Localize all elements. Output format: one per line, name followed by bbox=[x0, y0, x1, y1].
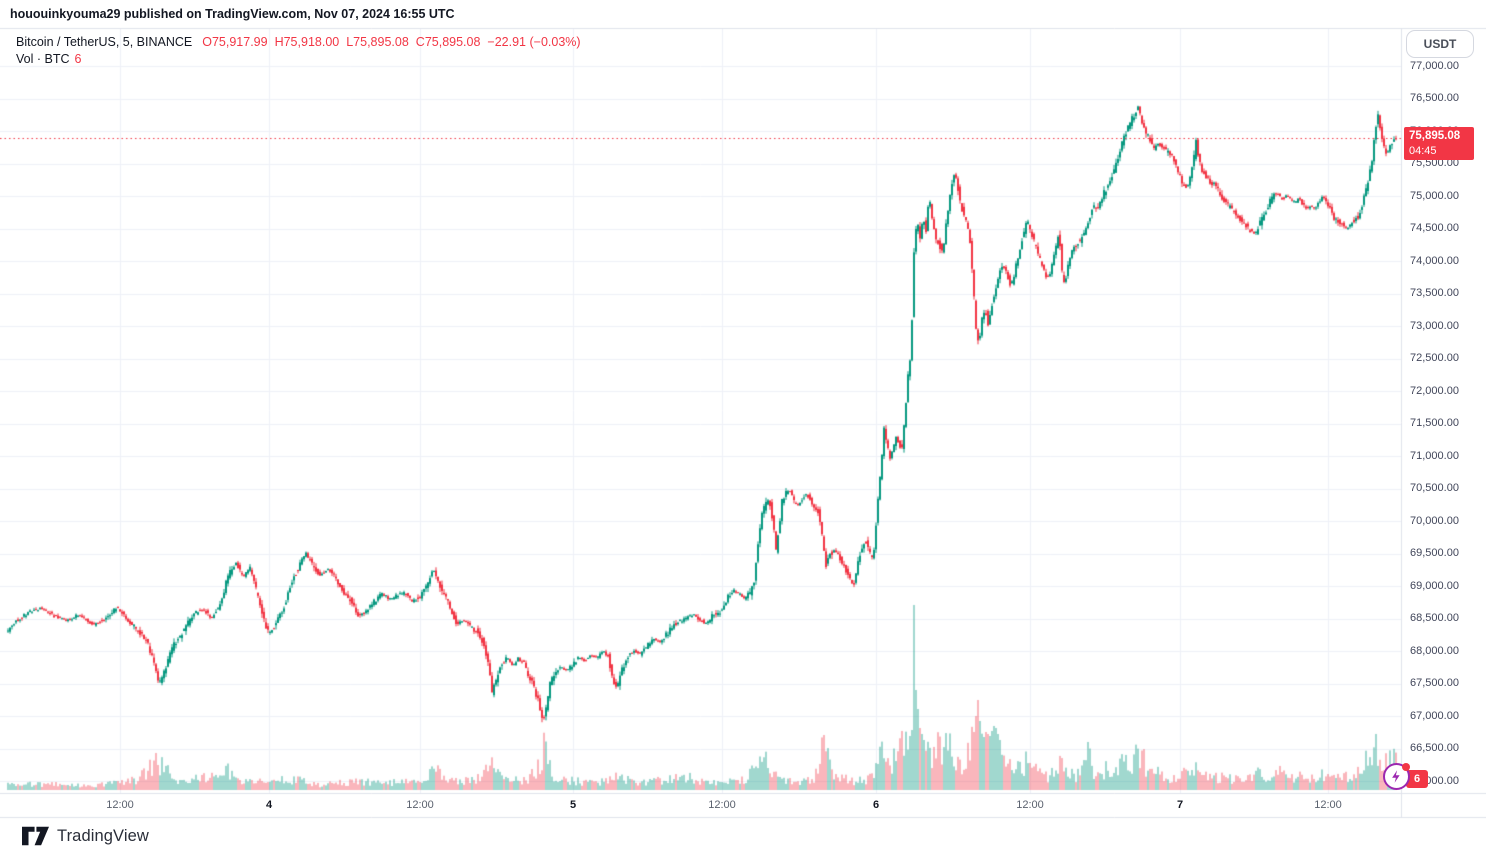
bar-countdown: 04:45 bbox=[1409, 145, 1437, 157]
price-tick-label: 71,000.00 bbox=[1410, 449, 1459, 462]
legend-low: L75,895.08 bbox=[346, 35, 409, 49]
price-tick-label: 67,000.00 bbox=[1410, 709, 1459, 722]
time-tick-day: 6 bbox=[872, 799, 880, 811]
last-price-value: 75,895.08 bbox=[1409, 130, 1461, 142]
flash-boost-button[interactable] bbox=[1383, 763, 1410, 790]
price-tick-label: 67,500.00 bbox=[1410, 677, 1459, 689]
time-tick-day: 4 bbox=[265, 799, 273, 811]
price-tick-label: 66,500.00 bbox=[1410, 742, 1459, 754]
price-tick-label: 73,500.00 bbox=[1410, 287, 1459, 299]
time-tick-day: 7 bbox=[1176, 799, 1184, 811]
currency-toggle-button[interactable]: USDT bbox=[1406, 30, 1474, 58]
price-tick-label: 77,000.00 bbox=[1410, 59, 1459, 72]
legend-close: C75,895.08 bbox=[415, 35, 481, 49]
price-tick-label: 74,000.00 bbox=[1410, 254, 1459, 267]
price-tick-label: 70,000.00 bbox=[1410, 514, 1459, 527]
time-tick-hour: 12:00 bbox=[406, 799, 434, 811]
legend-open: O75,917.99 bbox=[202, 35, 268, 49]
time-tick-day: 5 bbox=[569, 799, 577, 811]
publish-header: hououinkyouma29 published on TradingView… bbox=[0, 0, 1486, 28]
tradingview-logo[interactable]: TradingView bbox=[22, 826, 149, 846]
price-tick-label: 70,500.00 bbox=[1410, 482, 1459, 494]
tradingview-logo-text: TradingView bbox=[57, 826, 149, 845]
volume-label: Vol · BTC bbox=[16, 52, 70, 66]
lightning-bolt-icon bbox=[1392, 770, 1400, 783]
volume-value: 6 bbox=[74, 52, 82, 66]
price-tick-label: 75,500.00 bbox=[1410, 157, 1459, 169]
price-tick-label: 68,500.00 bbox=[1410, 612, 1459, 624]
notification-dot bbox=[1402, 763, 1410, 771]
price-tick-label: 74,500.00 bbox=[1410, 222, 1459, 234]
legend-change: −22.91 (−0.03%) bbox=[487, 35, 581, 49]
legend-high: H75,918.00 bbox=[274, 35, 340, 49]
price-tick-label: 75,000.00 bbox=[1410, 189, 1459, 202]
price-tick-label: 71,500.00 bbox=[1410, 417, 1459, 429]
price-tick-label: 73,000.00 bbox=[1410, 319, 1459, 332]
price-tick-label: 72,000.00 bbox=[1410, 384, 1459, 397]
publish-title: hououinkyouma29 published on TradingView… bbox=[10, 7, 455, 21]
time-tick-hour: 12:00 bbox=[1314, 799, 1342, 811]
time-tick-hour: 12:00 bbox=[106, 799, 134, 811]
price-tick-label: 69,000.00 bbox=[1410, 579, 1459, 592]
volume-legend[interactable]: Vol · BTC 6 bbox=[16, 52, 81, 66]
symbol-name: Bitcoin / TetherUS, 5, BINANCE bbox=[16, 35, 193, 49]
price-tick-label: 76,500.00 bbox=[1410, 92, 1459, 104]
tradingview-logo-icon bbox=[22, 826, 49, 846]
last-price-label: 75,895.08 04:45 bbox=[1404, 127, 1474, 160]
price-tick-label: 68,000.00 bbox=[1410, 644, 1459, 657]
price-tick-label: 69,500.00 bbox=[1410, 547, 1459, 559]
price-tick-label: 72,500.00 bbox=[1410, 352, 1459, 364]
time-tick-hour: 12:00 bbox=[1016, 799, 1044, 811]
time-tick-hour: 12:00 bbox=[708, 799, 736, 811]
volume-axis-badge: 6 bbox=[1406, 770, 1428, 788]
symbol-legend[interactable]: Bitcoin / TetherUS, 5, BINANCE O75,917.99… bbox=[16, 35, 581, 49]
